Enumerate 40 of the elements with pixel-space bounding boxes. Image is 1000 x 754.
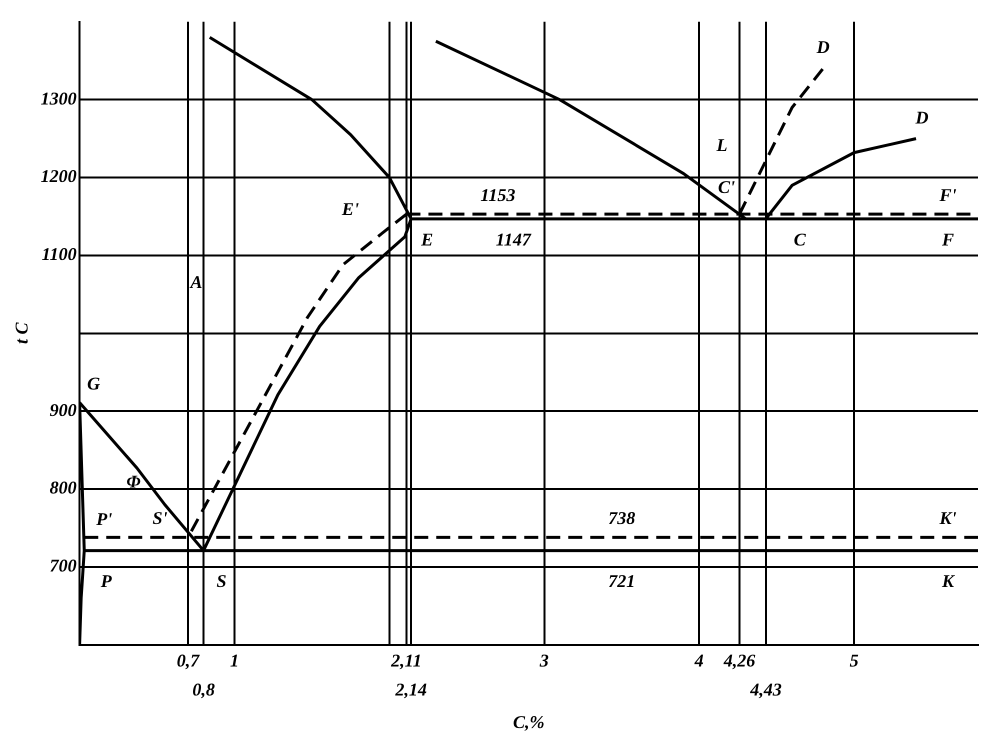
y-tick-label: 1300 xyxy=(40,88,77,108)
y-tick-label: 800 xyxy=(50,478,77,498)
x-axis-title: C,% xyxy=(513,712,545,732)
annotation: E' xyxy=(340,198,359,219)
annotation: Φ xyxy=(126,471,141,492)
y-tick-label: 900 xyxy=(50,400,77,420)
annotation: C' xyxy=(718,176,735,197)
annotation: L xyxy=(715,135,728,156)
annotation: K xyxy=(940,571,956,592)
annotation: K' xyxy=(938,508,957,528)
annotation: P xyxy=(100,571,113,592)
annotation: 1147 xyxy=(496,229,532,250)
annotation: C xyxy=(794,229,807,250)
annotation: P' xyxy=(95,508,112,529)
y-tick-label: 1100 xyxy=(42,244,77,264)
annotation: 1153 xyxy=(480,184,516,205)
annotation: 721 xyxy=(608,571,636,592)
x-tick-label: 1 xyxy=(230,650,239,670)
x-tick-label: 0,7 xyxy=(176,650,200,670)
x-tick-label: 3 xyxy=(538,650,549,670)
y-tick-label: 700 xyxy=(50,556,77,576)
annotation: F xyxy=(940,229,954,250)
x-tick-label: 4 xyxy=(694,650,704,670)
x-tick-label: 2,11 xyxy=(390,650,422,670)
annotation: A xyxy=(189,272,202,292)
x-tick-label: 4,26 xyxy=(722,650,756,670)
x-tick-label: 5 xyxy=(850,650,859,670)
annotation: 738 xyxy=(608,508,636,528)
annotation: S' xyxy=(152,508,168,528)
y-axis-title: t C xyxy=(11,322,32,344)
text: 4,43 xyxy=(749,679,782,700)
text: 2,14 xyxy=(394,679,427,700)
text: 0,8 xyxy=(192,679,215,700)
y-tick-label: 1200 xyxy=(40,166,77,186)
annotation: G xyxy=(87,373,100,394)
annotation: E xyxy=(420,229,434,250)
annotation: D xyxy=(914,107,929,128)
annotation: F' xyxy=(938,184,957,205)
annotation: D xyxy=(816,37,830,58)
annotation: S xyxy=(216,571,227,592)
